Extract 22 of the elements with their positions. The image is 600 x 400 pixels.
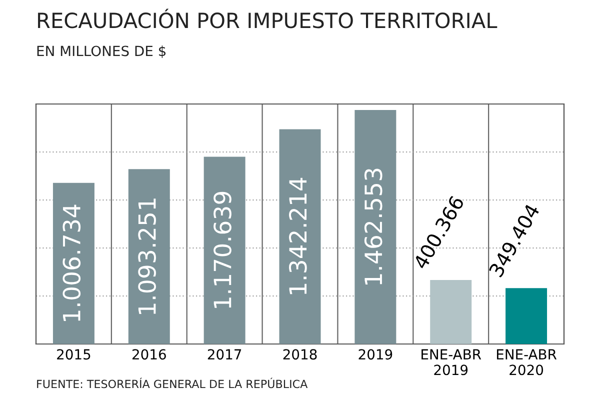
bar: [204, 156, 246, 344]
data-label: 1.342.214: [288, 178, 307, 294]
source-note: FUENTE: TESORERÍA GENERAL DE LA REPÚBLICA: [37, 378, 308, 388]
bar: [279, 129, 321, 344]
bar: [506, 288, 548, 344]
data-label: 1.093.251: [138, 198, 156, 314]
data-label: 1.006.734: [62, 204, 81, 321]
x-tick-label: ENE-ABR 2020: [496, 349, 557, 376]
x-tick-label: ENE-ABR 2019: [422, 349, 482, 376]
x-tick-label: 2015: [57, 349, 90, 360]
chart-subtitle: EN MILLONES DE $: [37, 45, 166, 58]
x-tick-label: 2018: [283, 349, 317, 360]
bar: [52, 182, 94, 344]
x-tick-label: 2016: [132, 349, 166, 360]
data-label: 1.462.553: [364, 168, 382, 284]
x-tick-label: 2017: [208, 349, 242, 360]
x-tick-label: 2019: [358, 349, 392, 360]
bar: [430, 280, 472, 344]
chart-title: RECAUDACIÓN POR IMPUESTO TERRITORIAL: [38, 8, 498, 28]
bar: [354, 110, 396, 344]
data-label: 1.170.639: [214, 192, 232, 308]
bar: [128, 169, 170, 344]
